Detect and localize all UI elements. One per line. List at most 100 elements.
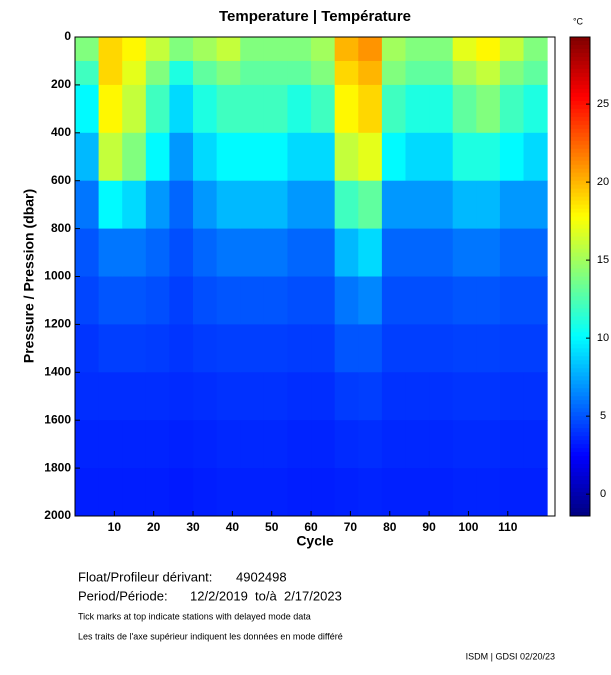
heatmap-cell <box>476 180 501 230</box>
heatmap-cell <box>240 180 265 230</box>
heatmap-cell <box>263 84 288 134</box>
heatmap-cell <box>523 324 548 373</box>
heatmap-cell <box>452 372 477 421</box>
heatmap-cell <box>287 180 312 230</box>
colorbar-segment <box>570 48 590 54</box>
colorbar-segment <box>570 64 590 70</box>
heatmap-cell <box>240 276 265 325</box>
colorbar-segment <box>570 276 590 281</box>
heatmap-cell <box>358 132 383 182</box>
colorbar-segment <box>570 260 590 266</box>
colorbar-segment <box>570 292 590 297</box>
y-tick-label: 1000 <box>44 269 71 283</box>
heatmap-cell <box>523 60 548 86</box>
colorbar-segment <box>570 296 590 301</box>
heatmap-cell <box>452 276 477 325</box>
heatmap-cell <box>334 228 359 277</box>
heatmap-cell <box>287 276 312 325</box>
colorbar-segment <box>570 500 590 505</box>
heatmap-cell <box>98 276 123 325</box>
colorbar-segment <box>570 364 590 369</box>
heatmap-cell <box>311 37 336 62</box>
heatmap-cell <box>476 37 501 62</box>
heatmap-cell <box>75 60 100 86</box>
x-tick-label: 50 <box>265 520 279 534</box>
heatmap-cell <box>429 37 454 62</box>
colorbar-segment <box>570 164 590 170</box>
colorbar-segment <box>570 340 590 345</box>
y-tick-label: 1400 <box>44 364 71 378</box>
colorbar-segment <box>570 384 590 389</box>
colorbar-segment <box>570 148 590 154</box>
heatmap-cell <box>452 468 477 517</box>
heatmap-cell <box>499 37 525 62</box>
heatmap-cell <box>334 372 359 421</box>
heatmap-cell <box>169 132 194 182</box>
colorbar-segment <box>570 356 590 361</box>
heatmap-cell <box>381 228 406 277</box>
heatmap-cell <box>98 132 123 182</box>
heatmap-cell <box>75 276 100 325</box>
colorbar-segment <box>570 432 590 437</box>
colorbar-segment <box>570 372 590 377</box>
heatmap-cell <box>358 468 383 517</box>
heatmap-cell <box>499 420 525 469</box>
heatmap-cell <box>429 468 454 517</box>
colorbar-segment <box>570 132 590 138</box>
heatmap-cell <box>311 132 336 182</box>
colorbar-segment <box>570 68 590 74</box>
colorbar-segment <box>570 344 590 349</box>
heatmap-cell <box>263 37 288 62</box>
heatmap-cell <box>523 180 548 230</box>
heatmap-cell <box>381 324 406 373</box>
colorbar-segment <box>570 452 590 457</box>
heatmap-cell <box>334 132 359 182</box>
heatmap-cell <box>311 468 336 517</box>
colorbar-segment <box>570 96 590 102</box>
colorbar-segment <box>570 412 590 417</box>
heatmap-cell <box>405 420 430 469</box>
x-tick-label: 30 <box>186 520 200 534</box>
heatmap-cell <box>145 276 170 325</box>
colorbar-segment <box>570 416 590 421</box>
heatmap-cell <box>405 60 430 86</box>
heatmap-cell <box>122 276 147 325</box>
colorbar-segment <box>570 312 590 317</box>
heatmap-cell <box>523 228 548 277</box>
colorbar-segment <box>570 52 590 58</box>
heatmap-cell <box>145 180 170 230</box>
colorbar-segment <box>570 476 590 481</box>
heatmap-cell <box>145 132 170 182</box>
heatmap-cell <box>311 228 336 277</box>
heatmap-cell <box>523 37 548 62</box>
heatmap-cell <box>311 180 336 230</box>
y-tick-label: 0 <box>64 29 71 43</box>
heatmap-cell <box>287 37 312 62</box>
colorbar-tick-label: 15 <box>597 254 609 266</box>
heatmap-cell <box>381 372 406 421</box>
heatmap-cell <box>122 372 147 421</box>
heatmap-cell <box>216 180 241 230</box>
y-tick-label: 1600 <box>44 412 71 426</box>
heatmap-cell <box>263 276 288 325</box>
colorbar-segment <box>570 144 590 150</box>
colorbar-segment <box>570 440 590 445</box>
colorbar-segment <box>570 228 590 234</box>
colorbar-segment <box>570 448 590 453</box>
heatmap-cell <box>169 420 194 469</box>
heatmap-cell <box>452 132 477 182</box>
heatmap-cell <box>75 420 100 469</box>
heatmap-cell <box>216 132 241 182</box>
heatmap-cell <box>287 132 312 182</box>
chart-title: Temperature | Température <box>219 8 411 25</box>
heatmap-cell <box>193 180 218 230</box>
colorbar-segment <box>570 224 590 230</box>
y-axis-label: Pressure / Pression (dbar) <box>21 189 37 363</box>
heatmap-cell <box>381 84 406 134</box>
x-tick-label: 110 <box>498 520 518 534</box>
heatmap-cell <box>193 324 218 373</box>
colorbar-segment <box>570 196 590 202</box>
heatmap-cell <box>98 420 123 469</box>
colorbar-segment <box>570 480 590 485</box>
heatmap-cell <box>287 324 312 373</box>
